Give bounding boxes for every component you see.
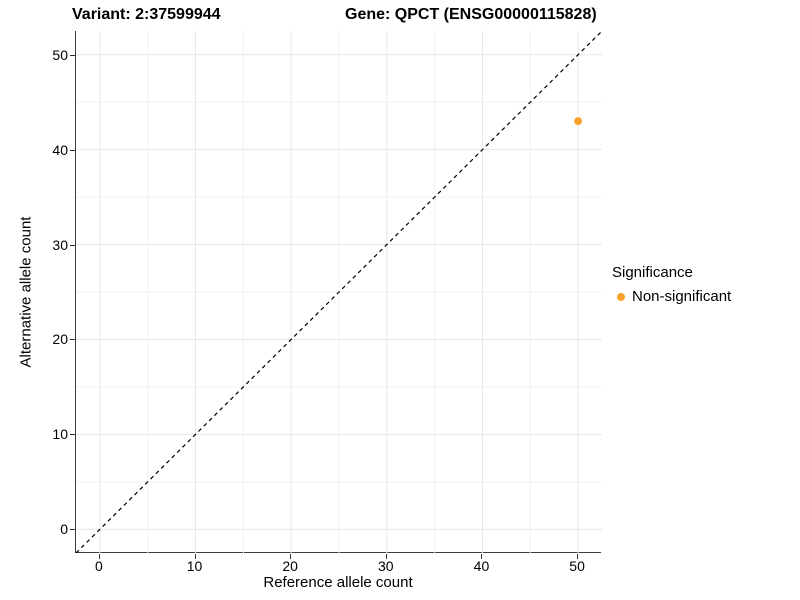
x-tick-label: 30 bbox=[378, 558, 394, 574]
y-tick-mark bbox=[70, 339, 75, 341]
x-tick-label: 0 bbox=[95, 558, 103, 574]
plot-canvas bbox=[76, 31, 602, 553]
legend-items: Non-significant bbox=[612, 288, 731, 305]
y-tick-label: 50 bbox=[52, 46, 68, 63]
gene-title: Gene: QPCT (ENSG00000115828) bbox=[345, 6, 597, 23]
y-tick-mark bbox=[70, 529, 75, 531]
x-tick-mark bbox=[577, 554, 579, 559]
data-point bbox=[574, 117, 583, 126]
legend-key bbox=[612, 288, 629, 305]
legend-item: Non-significant bbox=[612, 288, 731, 305]
x-tick-label: 40 bbox=[473, 558, 490, 574]
legend: Significance Non-significant bbox=[612, 264, 731, 305]
plot-panel bbox=[75, 31, 602, 553]
y-tick-mark bbox=[70, 54, 75, 56]
y-tick-label: 20 bbox=[52, 331, 68, 348]
x-tick-label: 10 bbox=[186, 558, 203, 574]
legend-item-label: Non-significant bbox=[632, 288, 732, 305]
x-tick-label: 20 bbox=[282, 558, 298, 574]
x-tick-mark bbox=[481, 554, 483, 559]
y-tick-label: 10 bbox=[52, 426, 68, 443]
identity-dashed-line bbox=[76, 31, 602, 553]
x-tick-label: 50 bbox=[569, 558, 585, 574]
variant-title: Variant: 2:37599944 bbox=[72, 6, 221, 23]
x-tick-mark bbox=[194, 554, 196, 559]
y-tick-mark bbox=[70, 244, 75, 246]
x-tick-mark bbox=[385, 554, 387, 559]
dot-icon bbox=[616, 292, 625, 301]
x-axis-label: Reference allele count bbox=[263, 574, 413, 591]
y-tick-label: 40 bbox=[52, 141, 68, 158]
y-tick-label: 0 bbox=[60, 521, 68, 538]
legend-title: Significance bbox=[612, 264, 693, 281]
y-tick-label: 30 bbox=[52, 236, 68, 253]
x-tick-mark bbox=[98, 554, 100, 559]
y-tick-mark bbox=[70, 434, 75, 436]
x-tick-mark bbox=[290, 554, 292, 559]
y-tick-mark bbox=[70, 149, 75, 151]
